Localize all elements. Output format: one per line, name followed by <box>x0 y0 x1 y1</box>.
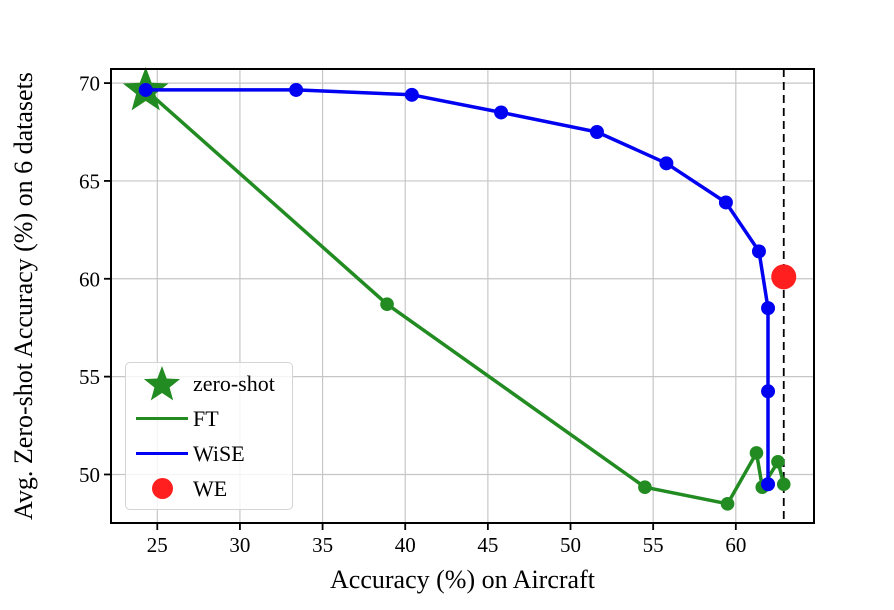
ft-point <box>776 477 791 492</box>
y-tick-label: 70 <box>79 72 100 96</box>
star-icon-shape <box>143 365 181 400</box>
y-axis-label: Avg. Zero-shot Accuracy (%) on 6 dataset… <box>9 72 38 520</box>
wise-point <box>761 477 776 492</box>
legend: zero-shot FT WiSE WE <box>125 362 293 510</box>
we-dot <box>771 264 797 290</box>
wise-point <box>289 82 304 97</box>
x-tick-label: 50 <box>560 533 581 557</box>
y-tick-label: 60 <box>79 267 100 291</box>
wise-point <box>718 195 733 210</box>
line-swatch-icon <box>136 451 188 456</box>
x-tick-label: 25 <box>147 533 168 557</box>
legend-item-ft: FT <box>126 401 292 436</box>
wise-point <box>761 301 776 316</box>
ft-point <box>380 297 394 312</box>
wise-point <box>761 384 776 399</box>
legend-line-icon <box>134 416 190 421</box>
star-icon <box>143 365 181 400</box>
legend-dot-icon <box>134 478 190 499</box>
legend-label: zero-shot <box>193 371 275 396</box>
legend-label: WE <box>193 476 228 501</box>
legend-item-zero-shot: zero-shot <box>126 364 292 404</box>
wise-point <box>494 105 509 120</box>
x-tick-label: 30 <box>229 533 250 557</box>
wise-point <box>404 87 419 102</box>
legend-label: FT <box>193 406 219 431</box>
wise-point <box>589 125 604 140</box>
x-tick-label: 35 <box>312 533 333 557</box>
y-tick-label: 65 <box>79 169 100 193</box>
ft-point <box>638 480 652 494</box>
legend-item-we: WE <box>126 471 292 506</box>
y-tick-label: 50 <box>79 463 100 487</box>
x-tick-label: 60 <box>725 533 746 557</box>
axes-spines <box>110 68 815 524</box>
x-tick-label: 45 <box>477 533 498 557</box>
x-axis-label: Accuracy (%) on Aircraft <box>330 565 596 594</box>
ft-point <box>771 454 785 469</box>
dot-swatch-icon <box>151 478 173 499</box>
wise-point <box>659 156 674 171</box>
legend-label: WiSE <box>193 441 245 466</box>
wise-point <box>138 82 153 97</box>
ft-point <box>749 446 764 460</box>
x-tick-label: 55 <box>643 533 664 557</box>
legend-item-wise: WiSE <box>126 436 292 471</box>
ft-point <box>720 497 735 511</box>
legend-line-icon <box>134 451 190 456</box>
legend-star-icon <box>134 364 190 404</box>
y-tick-label: 55 <box>79 365 100 389</box>
x-tick-label: 40 <box>395 533 416 557</box>
line-swatch-icon <box>136 416 188 421</box>
wise-point <box>751 244 766 259</box>
